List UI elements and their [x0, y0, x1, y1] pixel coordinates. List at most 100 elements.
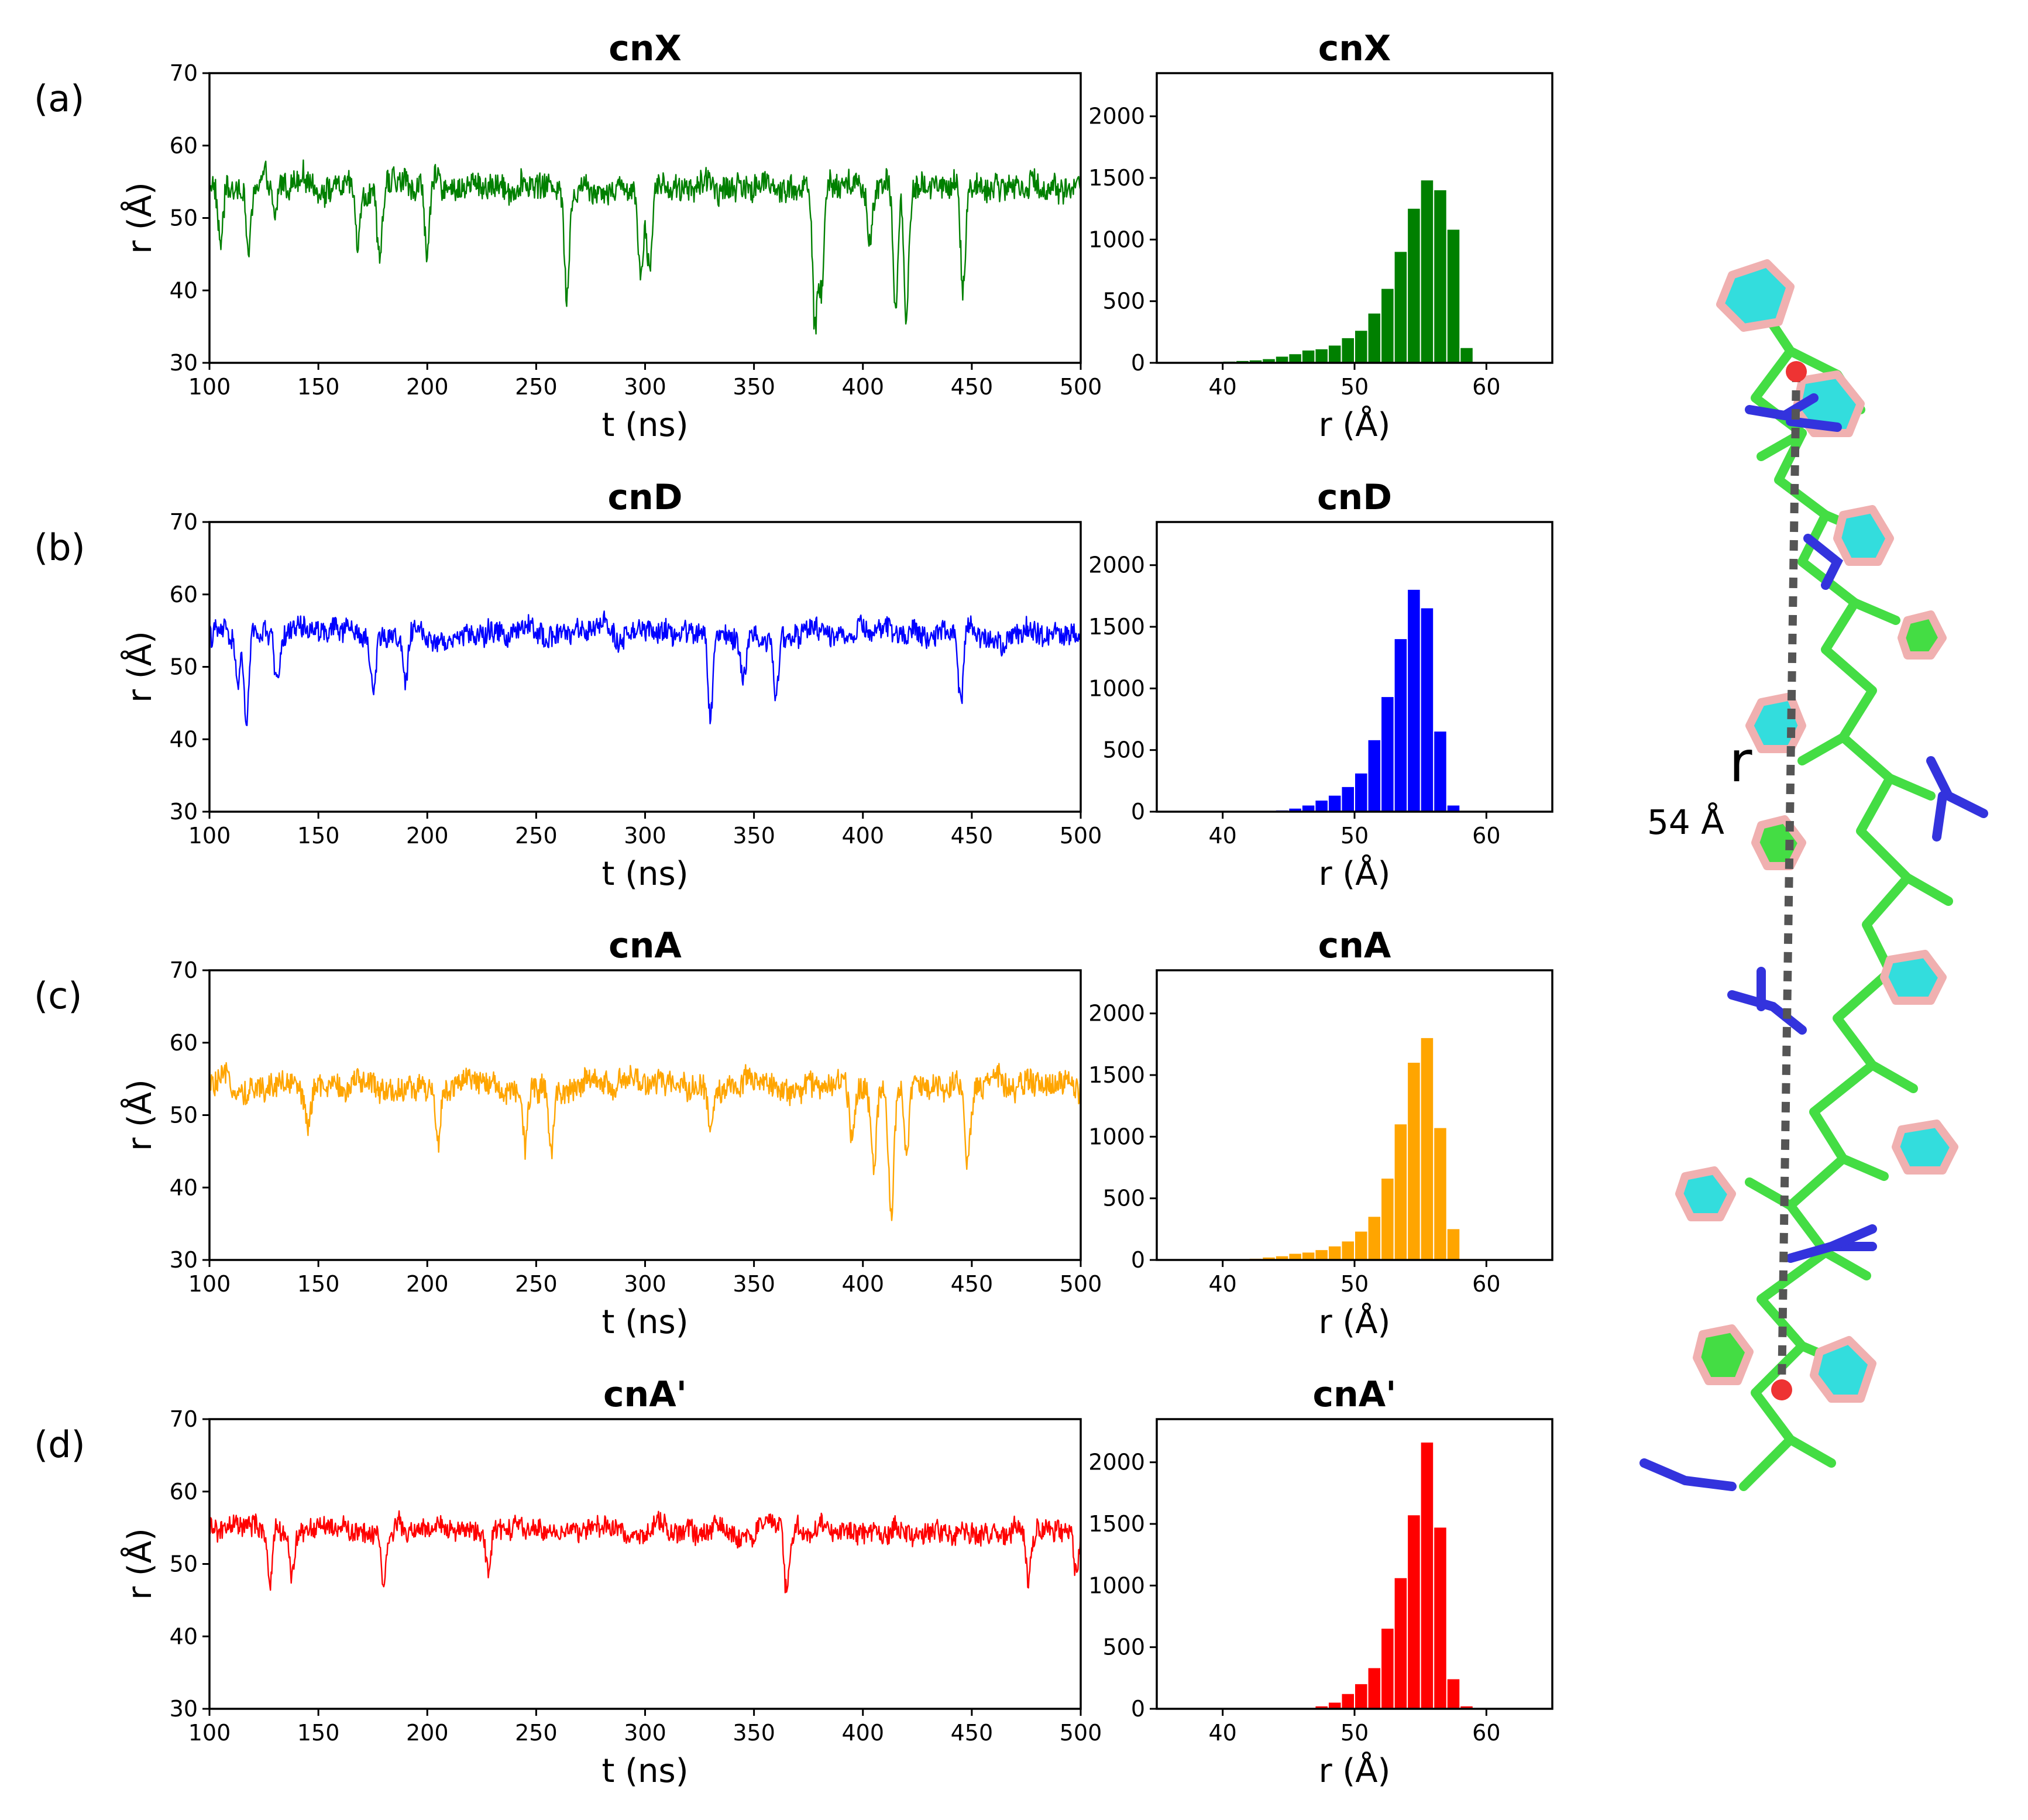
line-plot-x-tick-label: 450 — [951, 1271, 994, 1297]
line-plot-x-tick-label: 450 — [951, 374, 994, 400]
line-plot-title: cnD — [607, 477, 682, 518]
line-plot-y-tick-label: 60 — [170, 582, 198, 607]
line-plot-title: cnA' — [603, 1374, 687, 1415]
line-plot-x-tick-label: 300 — [624, 1271, 666, 1297]
line-plot-y-tick-label: 60 — [170, 1030, 198, 1056]
line-plot-y-tick-label: 30 — [170, 350, 198, 376]
histogram-bar — [1315, 1250, 1328, 1260]
histogram-bar — [1276, 356, 1288, 363]
line-plot-y-tick-label: 30 — [170, 1696, 198, 1722]
line-plot-y-tick-label: 50 — [170, 654, 198, 680]
panel-d: (d)100 150 200 250 300 350 400 450 5003040506070… — [34, 1374, 1553, 1790]
line-plot-x-tick-label: 350 — [733, 374, 775, 400]
histogram-x-tick-label: 60 — [1472, 1271, 1500, 1297]
histogram-x-tick-label: 40 — [1208, 1720, 1236, 1746]
histogram-y-tick-label: 500 — [1102, 737, 1145, 763]
line-plot-x-tick-label: 100 — [188, 1271, 231, 1297]
histogram-y-tick-label: 1000 — [1088, 226, 1145, 252]
series-line-cnA' — [208, 1510, 1082, 1594]
histogram-bar — [1394, 1578, 1407, 1709]
panel-c: (c)100 150 200 250 300 350 400 450 5003040506070… — [34, 925, 1553, 1341]
histogram-x-tick-label: 40 — [1208, 823, 1236, 849]
line-plot-y-tick-label: 70 — [170, 60, 198, 86]
histogram-x-tick-label: 60 — [1472, 374, 1500, 400]
line-plot-y-tick-label: 70 — [170, 1406, 198, 1432]
line-plot-y-tick-label: 40 — [170, 1175, 198, 1200]
line-plot-x-tick-label: 450 — [951, 823, 994, 849]
histogram-x-tick-label: 40 — [1208, 374, 1236, 400]
line-plot-x-axis-label: t (ns) — [601, 1752, 688, 1790]
line-plot-y-tick-label: 40 — [170, 726, 198, 752]
molecule-rings — [1675, 259, 1958, 1403]
line-plot-y-tick-label: 70 — [170, 509, 198, 535]
histogram-bar — [1447, 1679, 1460, 1709]
line-plot-x-tick-label: 200 — [406, 374, 449, 400]
histogram-bar — [1434, 732, 1446, 812]
line-plot-x-axis-label: t (ns) — [601, 406, 688, 444]
histogram-y-tick-label: 0 — [1131, 1696, 1145, 1722]
line-plot-x-tick-label: 100 — [188, 823, 231, 849]
histogram-y-tick-label: 1500 — [1088, 1511, 1145, 1537]
line-plot-x-axis-label: t (ns) — [601, 1303, 688, 1341]
line-plot-x-tick-label: 100 — [188, 1720, 231, 1746]
histogram-x-tick-label: 50 — [1340, 823, 1369, 849]
histogram-x-tick-label: 60 — [1472, 1720, 1500, 1746]
histogram-x-axis-label: r (Å) — [1319, 406, 1391, 444]
histogram-bar — [1381, 1178, 1394, 1260]
line-plot-y-tick-label: 40 — [170, 277, 198, 303]
line-plot-x-tick-label: 350 — [733, 1271, 775, 1297]
histogram-bar — [1355, 1231, 1367, 1260]
histogram-y-tick-label: 1000 — [1088, 1572, 1145, 1598]
line-plot-y-tick-label: 30 — [170, 799, 198, 825]
histogram-bar — [1408, 208, 1420, 363]
histogram-x-axis-label: r (Å) — [1319, 854, 1391, 893]
histogram-bar — [1355, 773, 1367, 812]
histogram-bar — [1434, 1527, 1446, 1709]
histogram-frame — [1156, 72, 1553, 364]
line-plot-x-tick-label: 200 — [406, 823, 449, 849]
distance-value: 54 Å — [1647, 802, 1724, 842]
histogram-x-axis-label: r (Å) — [1319, 1303, 1391, 1341]
histogram-y-tick-label: 1000 — [1088, 1124, 1145, 1149]
line-plot-x-tick-label: 400 — [841, 374, 884, 400]
line-plot-x-tick-label: 250 — [515, 823, 558, 849]
histogram-bar — [1368, 740, 1381, 812]
histogram-bar — [1408, 1515, 1420, 1709]
histogram-bar — [1289, 808, 1301, 812]
line-plot-x-tick-label: 400 — [841, 1271, 884, 1297]
line-plot-y-tick-label: 40 — [170, 1623, 198, 1649]
histogram-y-tick-label: 0 — [1131, 350, 1145, 376]
histogram-y-tick-label: 1500 — [1088, 614, 1145, 640]
line-plot-x-tick-label: 350 — [733, 823, 775, 849]
histogram-y-tick-label: 1500 — [1088, 1062, 1145, 1088]
series-line-cnX — [208, 159, 1081, 335]
line-plot-frame — [208, 969, 1082, 1261]
histogram-bar — [1276, 1256, 1288, 1260]
histogram-bar — [1460, 1706, 1473, 1709]
line-plot-x-tick-label: 250 — [515, 1720, 558, 1746]
histogram-bar — [1289, 1254, 1301, 1260]
line-plot-x-tick-label: 500 — [1060, 374, 1102, 400]
histogram-y-tick-label: 500 — [1102, 289, 1145, 314]
molecule-backbone — [1739, 311, 1953, 1491]
histogram-bar — [1421, 1443, 1434, 1709]
histogram-bar — [1434, 190, 1446, 363]
histogram-bar — [1408, 1062, 1420, 1260]
panel-label: (c) — [34, 974, 82, 1017]
histogram-bar — [1328, 1702, 1341, 1709]
panel-label: (b) — [34, 526, 85, 569]
histogram-y-tick-label: 2000 — [1088, 552, 1145, 578]
line-plot-title: cnX — [609, 28, 682, 69]
histogram-bar — [1421, 608, 1434, 812]
line-plot-y-axis-label: r (Å) — [121, 182, 159, 254]
line-plot-x-tick-label: 500 — [1060, 1271, 1102, 1297]
histogram-y-tick-label: 500 — [1102, 1634, 1145, 1660]
histogram-frame — [1156, 521, 1553, 813]
line-plot-y-tick-label: 50 — [170, 1103, 198, 1128]
line-plot-x-tick-label: 250 — [515, 1271, 558, 1297]
line-plot-x-tick-label: 150 — [297, 1271, 340, 1297]
histogram-title: cnA' — [1312, 1374, 1396, 1415]
histogram-bar — [1368, 1217, 1381, 1260]
histogram-bar — [1355, 1684, 1367, 1709]
histogram-bar — [1263, 359, 1275, 363]
